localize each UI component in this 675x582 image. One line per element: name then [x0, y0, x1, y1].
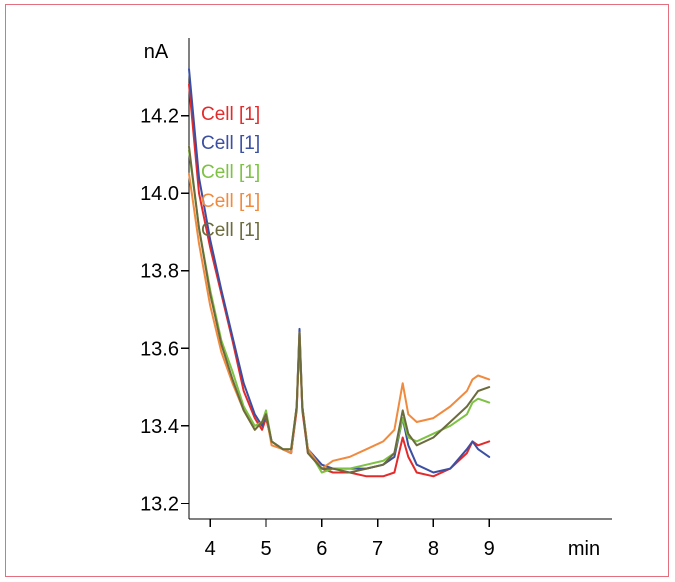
y-tick-label: 14.2 — [140, 106, 179, 128]
legend: Cell [1] Cell [1] Cell [1] Cell [1] Cell [1] — [201, 104, 260, 241]
chart-frame — [5, 4, 669, 577]
legend-entry-1: Cell [1] — [201, 104, 260, 125]
x-tick-label: 7 — [372, 538, 383, 560]
y-tick-label: 13.2 — [140, 493, 179, 515]
y-tick-label: 14.0 — [140, 183, 179, 205]
legend-entry-3: Cell [1] — [201, 162, 260, 183]
series-line-2 — [188, 68, 491, 474]
series-layer — [188, 68, 491, 478]
series-line-4 — [188, 172, 491, 470]
chart-axes: nA min — [144, 38, 612, 560]
legend-entry-2: Cell [1] — [201, 133, 260, 154]
x-tick-label: 9 — [484, 538, 495, 560]
y-axis-unit-label: nA — [144, 41, 169, 63]
x-tick-label: 6 — [316, 538, 327, 560]
y-tick-label: 13.8 — [140, 261, 179, 283]
x-tick-label: 4 — [205, 538, 216, 560]
legend-entry-4: Cell [1] — [201, 191, 260, 212]
axis-ticks: 13.2 13.4 13.6 13.8 14.0 14.2 4 5 6 7 8 9 — [140, 106, 495, 560]
x-tick-label: 5 — [260, 538, 271, 560]
y-tick-label: 13.6 — [140, 338, 179, 360]
y-tick-label: 13.4 — [140, 416, 179, 438]
series-line-5 — [188, 145, 491, 474]
x-tick-label: 8 — [428, 538, 439, 560]
legend-entry-5: Cell [1] — [201, 220, 260, 241]
x-axis-unit-label: min — [568, 538, 600, 560]
